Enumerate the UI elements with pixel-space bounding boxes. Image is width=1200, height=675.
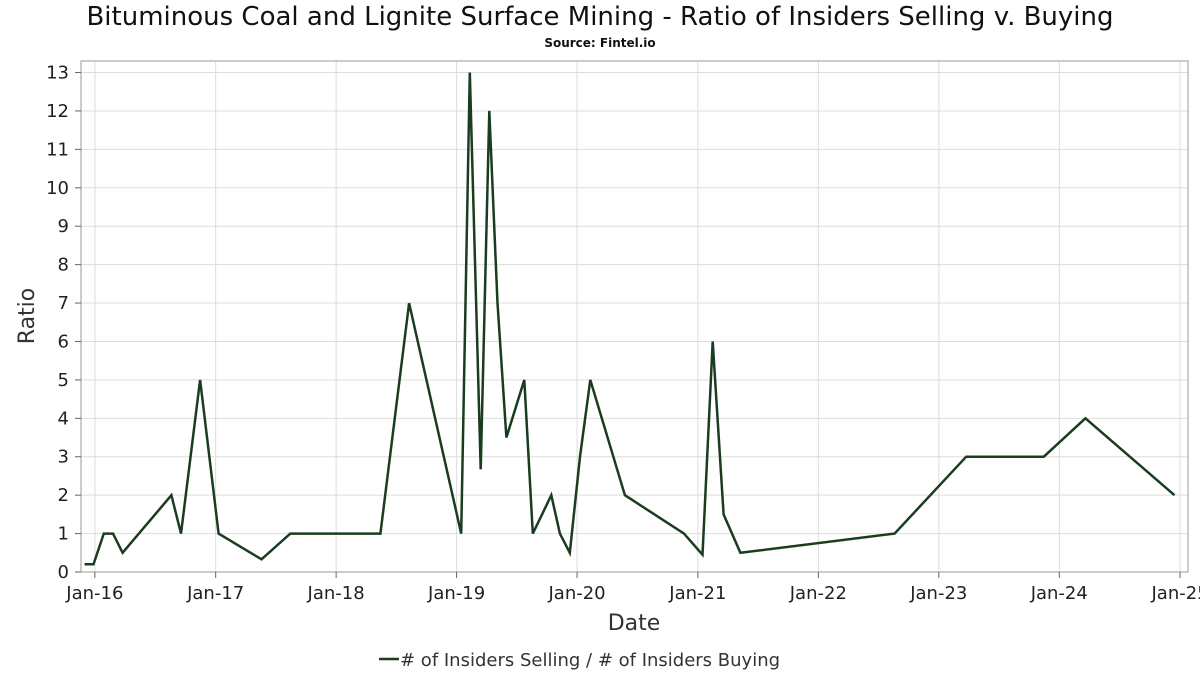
x-tick-label: Jan-17 bbox=[186, 583, 244, 604]
x-axis: Jan-16 Jan-17 Jan-18 Jan-19 Jan-20 Jan-21 Jan-… bbox=[65, 572, 1200, 604]
series-line-0 bbox=[84, 72, 1176, 566]
x-tick-label: Jan-18 bbox=[307, 583, 365, 604]
x-tick-label: Jan-25 bbox=[1151, 583, 1200, 604]
y-tick-label: 11 bbox=[46, 139, 69, 160]
series-layer bbox=[84, 72, 1176, 566]
y-tick-label: 3 bbox=[58, 447, 69, 468]
y-tick-label: 4 bbox=[58, 408, 69, 429]
legend-label: # of Insiders Selling / # of Insiders Bu… bbox=[400, 650, 780, 671]
y-tick-label: 0 bbox=[58, 562, 69, 583]
y-axis-title: Ratio bbox=[15, 288, 40, 344]
y-tick-label: 12 bbox=[46, 101, 69, 122]
y-tick-label: 1 bbox=[58, 524, 69, 545]
x-tick-label: Jan-20 bbox=[547, 583, 605, 604]
x-tick-label: Jan-21 bbox=[668, 583, 726, 604]
plot-area bbox=[80, 60, 1189, 573]
y-tick-label: 10 bbox=[46, 178, 69, 199]
x-tick-label: Jan-24 bbox=[1030, 583, 1088, 604]
y-tick-label: 7 bbox=[58, 293, 69, 314]
y-tick-label: 6 bbox=[58, 331, 69, 352]
grid bbox=[81, 61, 1188, 573]
x-tick-label: Jan-22 bbox=[789, 583, 847, 604]
y-tick-label: 5 bbox=[58, 370, 69, 391]
y-tick-label: 2 bbox=[58, 485, 69, 506]
x-tick-label: Jan-23 bbox=[909, 583, 967, 604]
chart-subtitle: Source: Fintel.io bbox=[544, 36, 656, 50]
x-tick-label: Jan-19 bbox=[427, 583, 485, 604]
legend: # of Insiders Selling / # of Insiders Bu… bbox=[379, 650, 780, 671]
y-tick-label: 13 bbox=[46, 63, 69, 84]
chart-title: Bituminous Coal and Lignite Surface Mini… bbox=[86, 2, 1114, 32]
y-tick-label: 9 bbox=[58, 216, 69, 237]
x-axis-title: Date bbox=[608, 611, 661, 636]
x-tick-label: Jan-16 bbox=[65, 583, 123, 604]
y-tick-label: 8 bbox=[58, 255, 69, 276]
